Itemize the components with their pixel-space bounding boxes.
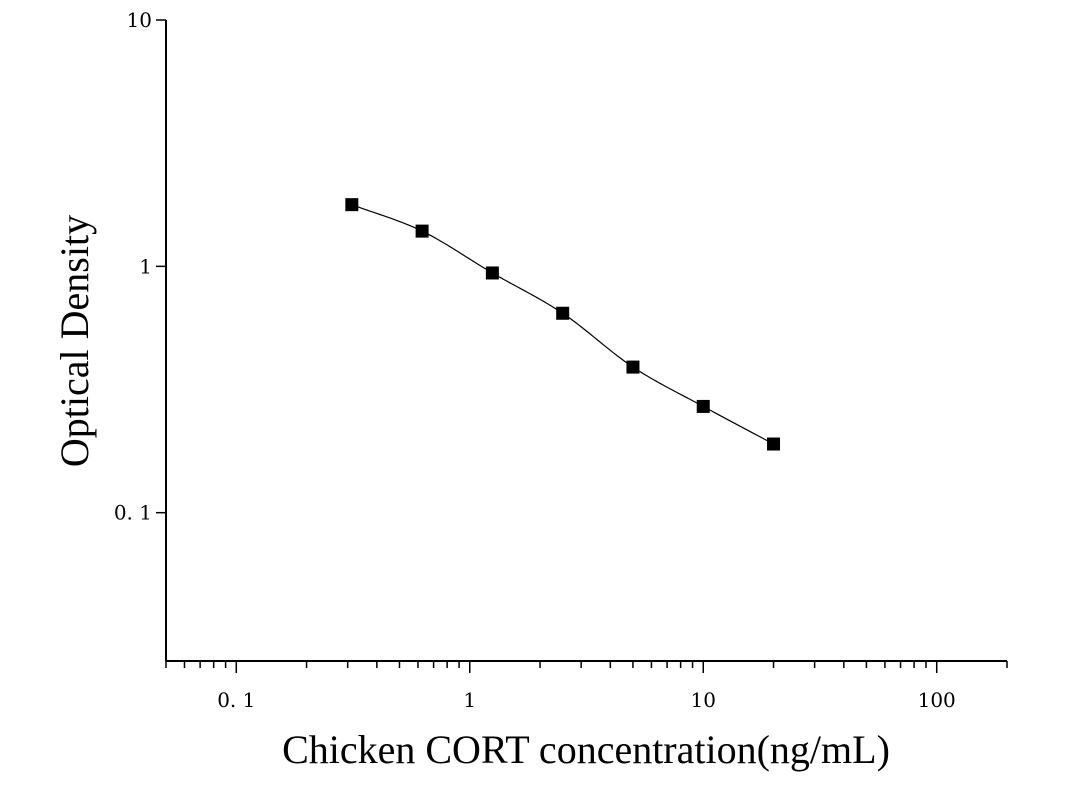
y-tick-labels: 0. 1 1 10 xyxy=(114,8,152,525)
x-tick-label: 10 xyxy=(691,688,716,712)
x-ticks xyxy=(165,661,1008,673)
data-point xyxy=(345,198,359,212)
data-markers xyxy=(345,198,781,451)
data-point xyxy=(626,360,640,374)
x-tick-label: 100 xyxy=(918,688,956,712)
axes: 0. 1 1 10 100 0. 1 1 10 xyxy=(114,8,1008,712)
y-axis-title: Optical Density xyxy=(52,215,97,467)
x-tick-label: 1 xyxy=(463,688,476,712)
data-point xyxy=(696,399,710,413)
fit-curve xyxy=(351,204,774,445)
data-point xyxy=(767,437,781,451)
y-tick-label: 0. 1 xyxy=(114,501,152,525)
y-tick-label: 10 xyxy=(127,8,152,32)
data-point xyxy=(415,224,429,238)
data-point xyxy=(556,306,570,320)
x-axis-title: Chicken CORT concentration(ng/mL) xyxy=(282,727,890,772)
y-ticks xyxy=(156,19,166,514)
plot-area xyxy=(345,198,781,451)
y-tick-label: 1 xyxy=(139,254,152,278)
data-point xyxy=(485,266,499,280)
x-tick-labels: 0. 1 1 10 100 xyxy=(217,688,956,712)
x-tick-label: 0. 1 xyxy=(217,688,255,712)
